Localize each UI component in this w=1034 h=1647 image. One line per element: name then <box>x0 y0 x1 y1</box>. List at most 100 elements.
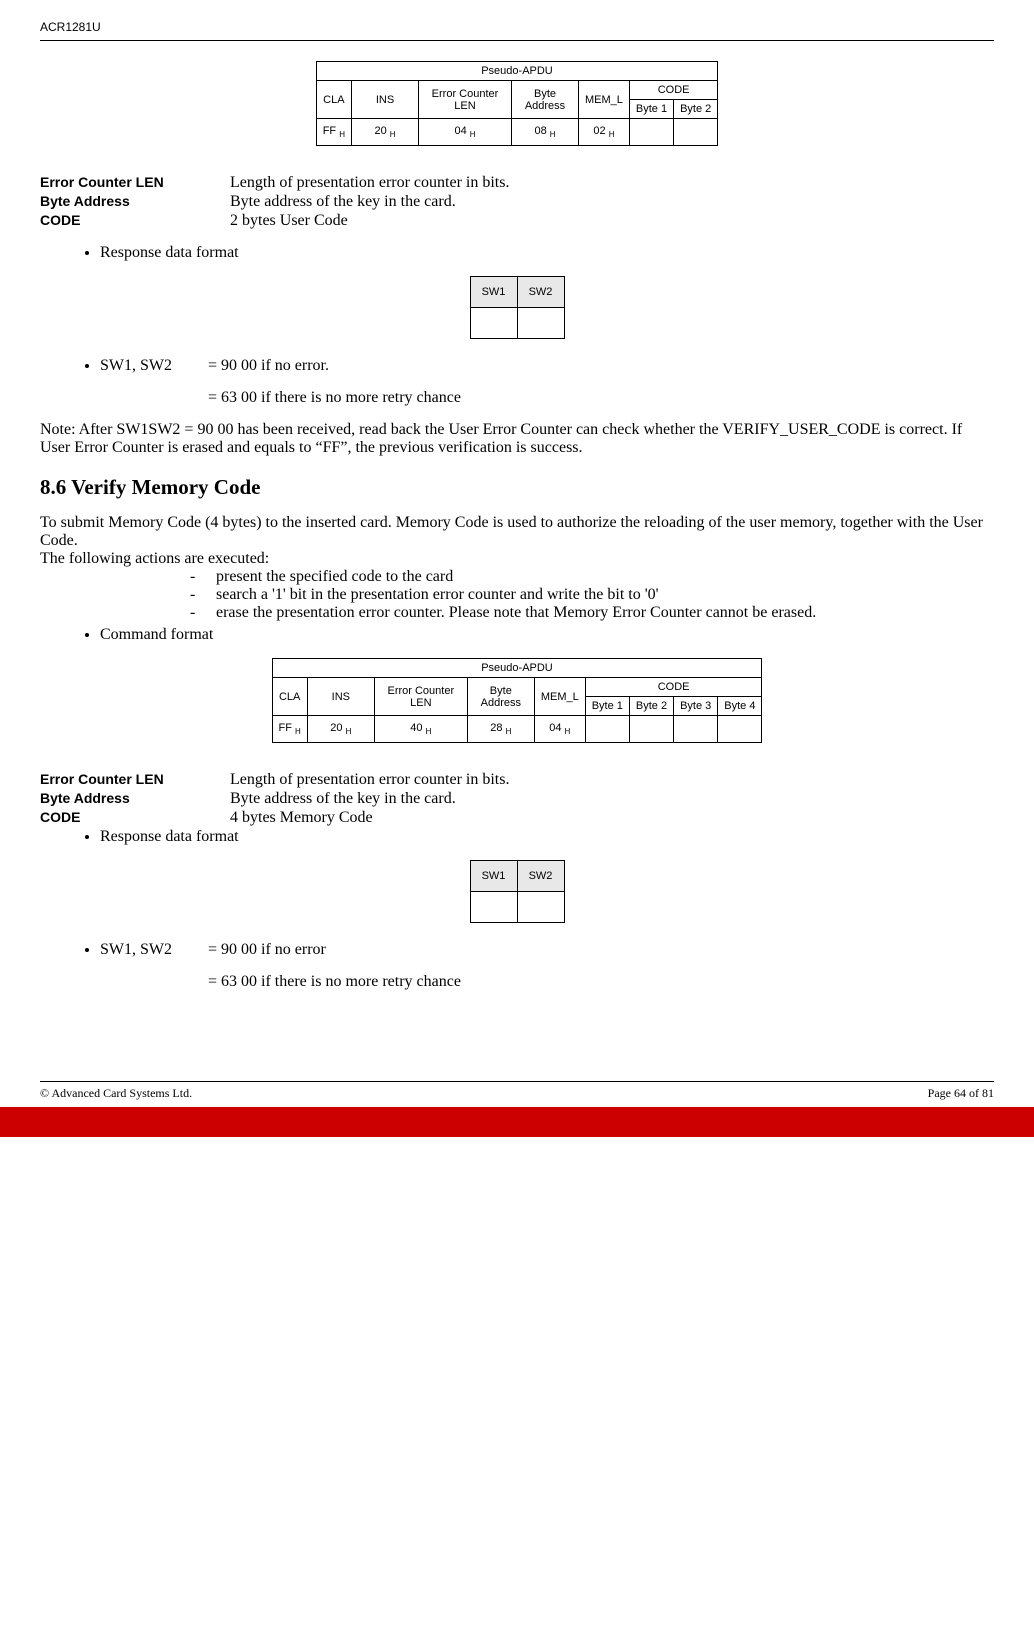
td-cla: FF H <box>316 119 351 146</box>
def2-baddr-text: Byte address of the key in the card. <box>230 790 456 808</box>
dash-list: -present the specified code to the card … <box>40 568 994 622</box>
sw-table-1: SW1SW2 <box>470 276 565 339</box>
d3: erase the presentation error counter. Pl… <box>216 604 816 622</box>
v: 04 <box>454 125 466 137</box>
td2-ins: 20 H <box>307 716 374 743</box>
def2-code-text: 4 bytes Memory Code <box>230 809 373 827</box>
bullet-response-2: Response data format <box>40 828 994 846</box>
th2-meml: MEM_L <box>534 678 585 716</box>
th2-b4: Byte 4 <box>718 697 762 716</box>
th-baddr: Byte Address <box>512 81 579 119</box>
def2-baddr-label: Byte Address <box>40 790 230 808</box>
sub-h: H <box>506 727 512 736</box>
def-eclen-text: Length of presentation error counter in … <box>230 174 509 192</box>
th2-code: CODE <box>585 678 762 697</box>
table1-title: Pseudo-APDU <box>316 62 718 81</box>
td-meml: 02 H <box>579 119 630 146</box>
sw2-label: SW1, SW2 <box>100 941 208 959</box>
bullet-sw-2: SW1, SW2 = 90 00 if no error <box>40 941 994 959</box>
sub-h: H <box>470 130 476 139</box>
td2-eclen: 40 H <box>374 716 467 743</box>
d2: search a '1' bit in the presentation err… <box>216 586 659 604</box>
sw2-line1: = 90 00 if no error <box>208 941 326 959</box>
sub-h: H <box>346 727 352 736</box>
v: 08 <box>534 125 546 137</box>
td-b2 <box>674 119 718 146</box>
pseudo-apdu-table-2: Pseudo-APDU CLA INS Error Counter LEN By… <box>272 658 763 743</box>
th-byte2: Byte 2 <box>674 100 718 119</box>
v: 04 <box>549 722 561 734</box>
sw2-h: SW2 <box>517 277 564 308</box>
sw-table-2: SW1SW2 <box>470 860 565 923</box>
sw1-h2: SW1 <box>470 861 517 892</box>
sw1-label: SW1, SW2 <box>100 357 208 375</box>
def2-code-label: CODE <box>40 809 230 827</box>
def-code-label: CODE <box>40 212 230 230</box>
note-1: Note: After SW1SW2 = 90 00 has been rece… <box>40 421 994 457</box>
para1: To submit Memory Code (4 bytes) to the i… <box>40 514 994 550</box>
sub-h: H <box>295 727 301 736</box>
sw2-c <box>517 308 564 339</box>
def-code-text: 2 bytes User Code <box>230 212 348 230</box>
v: FF <box>279 722 292 734</box>
v: 40 <box>410 722 422 734</box>
v: 02 <box>593 125 605 137</box>
th-ins: INS <box>352 81 419 119</box>
section-heading: 8.6 Verify Memory Code <box>40 475 994 500</box>
td-eclen: 04 H <box>419 119 512 146</box>
th2-b2: Byte 2 <box>629 697 673 716</box>
bullet-response-1: Response data format <box>40 244 994 262</box>
td2-baddr: 28 H <box>467 716 534 743</box>
td-b1 <box>629 119 673 146</box>
th-cla: CLA <box>316 81 351 119</box>
def2-eclen-text: Length of presentation error counter in … <box>230 771 509 789</box>
td2-cla: FF H <box>272 716 307 743</box>
sw2-c2 <box>517 892 564 923</box>
th2-b1: Byte 1 <box>585 697 629 716</box>
bullet-command: Command format <box>40 626 994 644</box>
sub-h: H <box>390 130 396 139</box>
sw1-c <box>470 308 517 339</box>
dash: - <box>190 568 216 586</box>
td2-meml: 04 H <box>534 716 585 743</box>
sub-h: H <box>609 130 615 139</box>
resp2-label: Response data format <box>100 828 994 846</box>
bullet-sw-1: SW1, SW2 = 90 00 if no error. <box>40 357 994 375</box>
sw2-line2: = 63 00 if there is no more retry chance <box>40 973 994 991</box>
th2-b3: Byte 3 <box>674 697 718 716</box>
sw1-c2 <box>470 892 517 923</box>
td2-b4 <box>718 716 762 743</box>
td-ins: 20 H <box>352 119 419 146</box>
sub-h: H <box>550 130 556 139</box>
th2-ins: INS <box>307 678 374 716</box>
def-baddr-text: Byte address of the key in the card. <box>230 193 456 211</box>
pseudo-apdu-table-1: Pseudo-APDU CLA INS Error Counter LEN By… <box>316 61 719 146</box>
sub-h: H <box>565 727 571 736</box>
td2-b2 <box>629 716 673 743</box>
sub-h: H <box>339 130 345 139</box>
v: 28 <box>490 722 502 734</box>
definitions-2: Error Counter LEN Length of presentation… <box>40 771 994 827</box>
def2-eclen-label: Error Counter LEN <box>40 771 230 789</box>
cmd-label: Command format <box>100 626 994 644</box>
para2: The following actions are executed: <box>40 550 994 568</box>
table2-title: Pseudo-APDU <box>272 659 762 678</box>
v: 20 <box>374 125 386 137</box>
header-divider <box>40 40 994 41</box>
sw1-h: SW1 <box>470 277 517 308</box>
sw2-h2: SW2 <box>517 861 564 892</box>
td-baddr: 08 H <box>512 119 579 146</box>
td2-b1 <box>585 716 629 743</box>
th-code: CODE <box>629 81 717 100</box>
sw1-item: SW1, SW2 = 90 00 if no error. <box>100 357 994 375</box>
red-bar <box>0 1107 1034 1137</box>
doc-header: ACR1281U <box>40 20 994 34</box>
sub-h: H <box>426 727 432 736</box>
footer-right: Page 64 of 81 <box>928 1086 994 1101</box>
dash: - <box>190 604 216 622</box>
sw1-line2: = 63 00 if there is no more retry chance <box>40 389 994 407</box>
th-byte1: Byte 1 <box>629 100 673 119</box>
v: 20 <box>330 722 342 734</box>
th-eclen: Error Counter LEN <box>419 81 512 119</box>
resp1-label: Response data format <box>100 244 994 262</box>
